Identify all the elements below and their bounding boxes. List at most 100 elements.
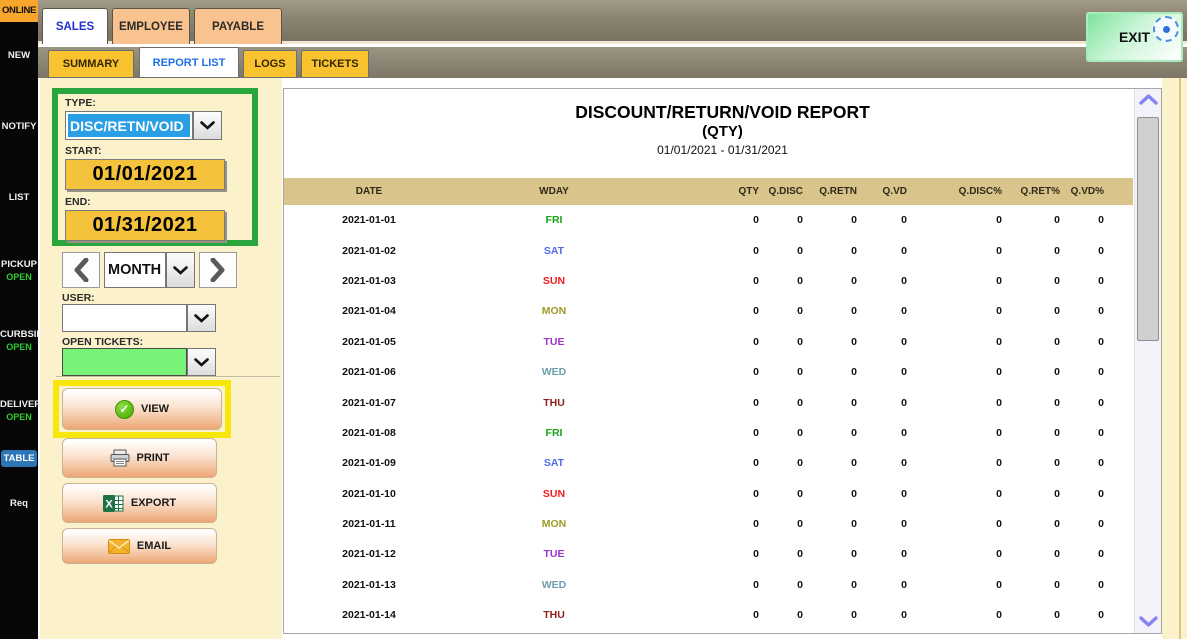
column-header: Q.VD bbox=[882, 186, 907, 197]
svg-text:X: X bbox=[105, 498, 113, 510]
chevron-down-icon bbox=[194, 357, 209, 367]
table-row: 2021-01-14 THU 0 0 0 0 0 0 0 bbox=[284, 600, 1161, 630]
table-row: 2021-01-06 WED 0 0 0 0 0 0 0 bbox=[284, 357, 1161, 387]
value-cell: 0 bbox=[797, 214, 803, 227]
tab-summary[interactable]: SUMMARY bbox=[48, 50, 134, 78]
value-cell: 0 bbox=[996, 457, 1002, 470]
date-cell: 2021-01-04 bbox=[342, 305, 396, 318]
value-cell: 0 bbox=[1054, 305, 1060, 318]
value-cell: 0 bbox=[753, 487, 759, 500]
value-cell: 0 bbox=[1098, 305, 1104, 318]
export-button-label: EXPORT bbox=[130, 497, 177, 509]
value-cell: 0 bbox=[996, 335, 1002, 348]
value-cell: 0 bbox=[753, 244, 759, 257]
value-cell: 0 bbox=[1054, 274, 1060, 287]
open-tickets-dropdown-arrow[interactable] bbox=[187, 348, 216, 376]
value-cell: 0 bbox=[1098, 518, 1104, 531]
sidebar-item-notify[interactable]: NOTIFY bbox=[1, 121, 37, 132]
sidebar-item-table[interactable]: TABLE bbox=[1, 450, 37, 467]
secondary-tab-bar: SUMMARY REPORT LIST LOGS TICKETS bbox=[38, 47, 1187, 78]
report-title: DISCOUNT/RETURN/VOID REPORT bbox=[575, 102, 870, 122]
email-button[interactable]: EMAIL bbox=[62, 528, 217, 564]
value-cell: 0 bbox=[797, 518, 803, 531]
tab-report-list[interactable]: REPORT LIST bbox=[139, 47, 239, 78]
value-cell: 0 bbox=[996, 578, 1002, 591]
table-row: 2021-01-08 FRI 0 0 0 0 0 0 0 bbox=[284, 418, 1161, 448]
export-button[interactable]: X EXPORT bbox=[62, 483, 217, 523]
sidebar-item-curbside[interactable]: CURBSID bbox=[0, 329, 44, 340]
value-cell: 0 bbox=[797, 457, 803, 470]
month-dropdown-value: MONTH bbox=[104, 252, 166, 288]
vertical-scrollbar[interactable] bbox=[1134, 89, 1161, 633]
sidebar-item-new[interactable]: NEW bbox=[7, 50, 31, 61]
scrollbar-thumb[interactable] bbox=[1137, 117, 1159, 341]
value-cell: 0 bbox=[1054, 578, 1060, 591]
weekday-cell: FRI bbox=[545, 214, 563, 227]
value-cell: 0 bbox=[753, 548, 759, 561]
value-cell: 0 bbox=[753, 578, 759, 591]
end-date-button[interactable]: 01/31/2021 bbox=[65, 210, 225, 241]
value-cell: 0 bbox=[1098, 214, 1104, 227]
sidebar-item-pickup[interactable]: PICKUP bbox=[1, 259, 37, 270]
value-cell: 0 bbox=[753, 609, 759, 622]
tab-logs[interactable]: LOGS bbox=[243, 50, 297, 78]
table-header: DATE WDAY QTY Q.DISC Q.RETN Q.VD Q.DISC% Q.RET%… bbox=[284, 178, 1133, 205]
type-dropdown[interactable]: DISC/RETN/VOID bbox=[65, 111, 245, 140]
user-dropdown-value bbox=[62, 304, 187, 332]
value-cell: 0 bbox=[901, 578, 907, 591]
value-cell: 0 bbox=[851, 426, 857, 439]
table-row: 2021-01-10 SUN 0 0 0 0 0 0 0 bbox=[284, 479, 1161, 509]
curbside-open-status: OPEN bbox=[6, 342, 32, 352]
value-cell: 0 bbox=[1098, 609, 1104, 622]
online-status-badge: ONLINE bbox=[0, 0, 38, 22]
report-rows: 2021-01-01 FRI 0 0 0 0 0 0 0 2021-01-02 SAT 0 0 0 0 0 0 0… bbox=[284, 205, 1161, 630]
scroll-down-arrow[interactable] bbox=[1135, 616, 1161, 627]
exit-button[interactable]: EXIT bbox=[1086, 12, 1183, 62]
chevron-up-icon bbox=[1139, 94, 1158, 105]
chevron-down-icon bbox=[200, 121, 215, 130]
value-cell: 0 bbox=[1054, 487, 1060, 500]
month-dropdown[interactable]: MONTH bbox=[104, 252, 195, 288]
value-cell: 0 bbox=[1098, 396, 1104, 409]
previous-month-button[interactable] bbox=[62, 252, 100, 288]
open-tickets-dropdown[interactable] bbox=[62, 348, 216, 376]
tab-tickets[interactable]: TICKETS bbox=[301, 50, 369, 78]
envelope-icon bbox=[107, 538, 130, 554]
value-cell: 0 bbox=[851, 548, 857, 561]
value-cell: 0 bbox=[851, 578, 857, 591]
chevron-left-icon bbox=[74, 258, 89, 282]
user-dropdown[interactable] bbox=[62, 304, 216, 332]
date-cell: 2021-01-06 bbox=[342, 366, 396, 379]
sidebar-item-list[interactable]: LIST bbox=[8, 192, 30, 203]
column-header: Q.RET% bbox=[1020, 186, 1060, 197]
value-cell: 0 bbox=[797, 426, 803, 439]
value-cell: 0 bbox=[901, 335, 907, 348]
value-cell: 0 bbox=[797, 487, 803, 500]
user-dropdown-arrow[interactable] bbox=[187, 304, 216, 332]
value-cell: 0 bbox=[1098, 578, 1104, 591]
type-dropdown-arrow[interactable] bbox=[193, 111, 222, 140]
value-cell: 0 bbox=[851, 305, 857, 318]
date-cell: 2021-01-11 bbox=[342, 518, 396, 531]
next-month-button[interactable] bbox=[199, 252, 237, 288]
view-button-label: VIEW bbox=[140, 403, 170, 415]
value-cell: 0 bbox=[851, 274, 857, 287]
view-button[interactable]: ✓ VIEW bbox=[62, 388, 222, 430]
value-cell: 0 bbox=[996, 214, 1002, 227]
value-cell: 0 bbox=[753, 274, 759, 287]
start-date-button[interactable]: 01/01/2021 bbox=[65, 159, 225, 190]
sidebar-item-req[interactable]: Req bbox=[10, 498, 28, 509]
scroll-up-arrow[interactable] bbox=[1135, 94, 1161, 105]
weekday-cell: TUE bbox=[543, 548, 565, 561]
tab-employee[interactable]: EMPLOYEE bbox=[112, 8, 190, 44]
value-cell: 0 bbox=[901, 396, 907, 409]
month-dropdown-arrow[interactable] bbox=[166, 252, 195, 288]
sidebar-item-delivery[interactable]: DELIVER bbox=[0, 399, 42, 410]
value-cell: 0 bbox=[1054, 518, 1060, 531]
value-cell: 0 bbox=[797, 335, 803, 348]
value-cell: 0 bbox=[1054, 335, 1060, 348]
tab-sales[interactable]: SALES bbox=[42, 8, 108, 44]
weekday-cell: FRI bbox=[545, 426, 563, 439]
print-button[interactable]: PRINT bbox=[62, 438, 217, 478]
tab-payable[interactable]: PAYABLE bbox=[194, 8, 282, 44]
